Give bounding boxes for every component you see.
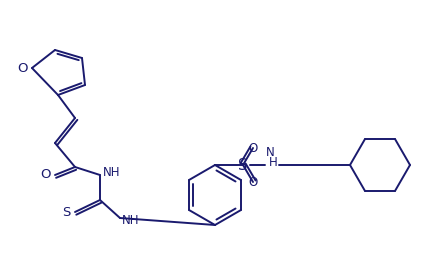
Text: NH: NH — [103, 167, 121, 180]
Text: O: O — [248, 142, 258, 154]
Text: S: S — [62, 205, 70, 219]
Text: O: O — [248, 176, 258, 188]
Text: H: H — [269, 155, 278, 168]
Text: N: N — [266, 147, 275, 159]
Text: S: S — [238, 158, 248, 172]
Text: NH: NH — [122, 214, 139, 228]
Text: O: O — [41, 168, 51, 182]
Text: O: O — [18, 62, 28, 74]
